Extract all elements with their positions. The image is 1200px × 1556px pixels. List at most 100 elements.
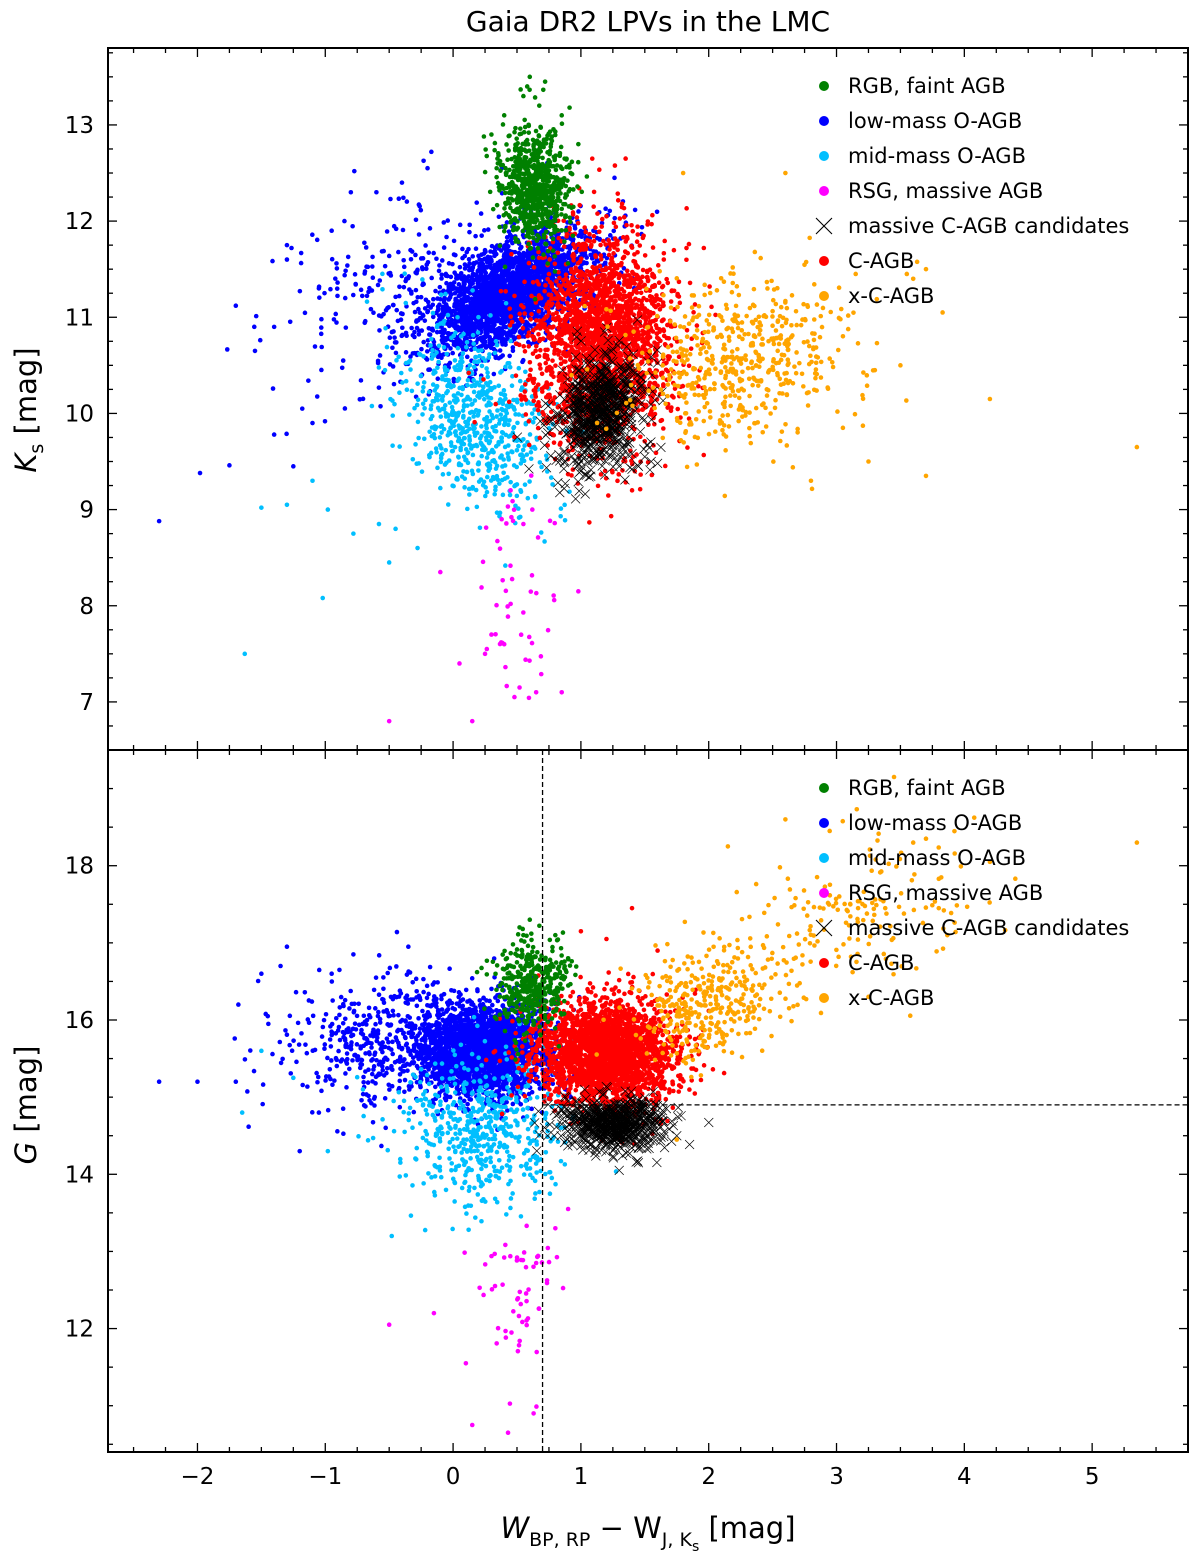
data-point [526, 442, 532, 448]
data-point [558, 513, 563, 519]
data-point [452, 290, 458, 296]
data-point [466, 370, 472, 376]
data-point [396, 249, 401, 255]
data-point [416, 435, 421, 441]
data-point [507, 353, 512, 359]
data-point [409, 325, 414, 331]
data-point [536, 308, 542, 314]
data-point [511, 262, 516, 267]
data-point [492, 262, 498, 268]
data-point [377, 353, 383, 358]
data-point [413, 252, 418, 258]
data-point [508, 314, 514, 319]
data-point [535, 535, 541, 540]
data-point [374, 189, 379, 195]
data-point [325, 507, 331, 512]
data-point [431, 371, 436, 376]
data-point [537, 460, 543, 465]
data-point [287, 319, 293, 325]
data-point [381, 248, 386, 254]
data-point [504, 278, 509, 283]
data-point [511, 280, 516, 286]
data-point [465, 289, 471, 294]
data-point [523, 657, 528, 663]
data-point [462, 262, 468, 267]
data-point [503, 300, 509, 306]
data-point [647, 380, 653, 386]
data-point [443, 367, 448, 373]
data-point [465, 366, 471, 372]
data-point [380, 286, 385, 292]
data-point [611, 228, 617, 234]
data-point [461, 404, 467, 410]
data-point [635, 232, 641, 237]
data-point [418, 373, 424, 379]
data-point [485, 308, 491, 314]
data-point [439, 451, 445, 457]
data-point [438, 321, 443, 326]
data-point [459, 438, 464, 444]
data-point [464, 469, 470, 475]
data-point [435, 465, 440, 471]
data-point [405, 275, 411, 281]
data-point [458, 424, 463, 430]
data-point [514, 297, 520, 303]
data-point [460, 246, 465, 252]
data-point [551, 597, 557, 603]
data-point [625, 236, 630, 242]
data-point [418, 256, 424, 261]
data-point [472, 430, 477, 435]
data-point [393, 226, 399, 232]
panel-top-points [156, 74, 1140, 724]
data-point [364, 293, 370, 299]
data-point [473, 246, 479, 251]
data-point [458, 334, 464, 339]
data-point [404, 387, 410, 393]
data-point [393, 526, 398, 532]
data-point [391, 381, 397, 387]
data-point [534, 286, 540, 292]
data-point [559, 690, 565, 695]
data-point [314, 394, 320, 399]
data-point [370, 254, 375, 260]
data-point [449, 309, 455, 314]
data-point [493, 631, 498, 637]
data-point [382, 263, 388, 269]
data-point [576, 589, 581, 594]
data-point [519, 293, 525, 299]
data-point [497, 348, 503, 353]
data-point [403, 300, 409, 306]
data-point [506, 360, 512, 366]
data-point [521, 288, 526, 294]
data-point [522, 311, 527, 316]
data-point [465, 377, 471, 383]
data-point [464, 249, 470, 255]
data-point [612, 215, 618, 221]
data-point [470, 332, 476, 338]
data-point [545, 627, 551, 633]
data-point [512, 694, 517, 700]
data-point [465, 506, 470, 512]
data-point [495, 311, 501, 317]
y-tick-label: 13 [65, 113, 94, 139]
data-point [506, 454, 511, 460]
data-point [637, 486, 643, 492]
data-point [492, 428, 497, 434]
data-point [450, 350, 456, 356]
data-point [514, 464, 520, 470]
data-point [501, 321, 506, 327]
data-point [498, 288, 504, 294]
data-point [455, 477, 460, 482]
data-point [493, 334, 499, 339]
data-point [529, 573, 535, 578]
data-point [342, 295, 348, 301]
data-point [513, 373, 519, 378]
data-point [504, 683, 510, 689]
data-point [460, 429, 466, 435]
data-point [458, 355, 464, 360]
data-point [335, 293, 340, 299]
data-point [638, 472, 643, 477]
data-point [511, 301, 516, 306]
panel-top-frame [107, 47, 1189, 751]
